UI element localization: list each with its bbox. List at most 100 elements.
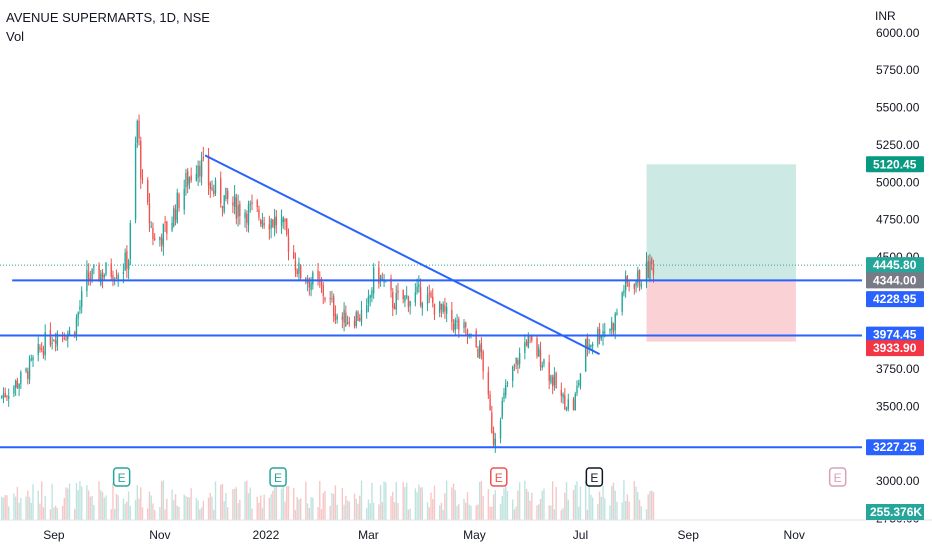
candle-body	[312, 272, 314, 285]
volume-bar	[100, 490, 102, 520]
volume-bar	[89, 496, 92, 520]
candle-body	[74, 332, 76, 336]
candle-body	[560, 390, 563, 396]
candle-body	[159, 236, 161, 241]
volume-bar	[477, 504, 479, 520]
candle-body	[77, 312, 79, 319]
candle-body	[357, 311, 359, 322]
volume-bar	[16, 486, 19, 520]
candle-body	[383, 281, 385, 283]
volume-bar	[392, 491, 394, 520]
volume-bar	[138, 498, 140, 520]
volume-bar	[371, 482, 373, 520]
candle-body	[404, 295, 406, 302]
candle-body	[249, 203, 251, 205]
candle-body	[263, 223, 265, 226]
volume-bar	[153, 509, 156, 520]
volume-bar	[478, 481, 481, 520]
volume-bar	[56, 508, 59, 520]
candle-body	[432, 296, 434, 304]
volume-bar	[550, 505, 552, 520]
volume-bar	[428, 507, 430, 520]
volume-bar	[124, 503, 126, 520]
candle-body	[237, 205, 239, 217]
volume-bar	[299, 498, 302, 520]
volume-bar	[438, 505, 441, 520]
y-tick-label: 5500.00	[876, 101, 920, 115]
volume-bar	[237, 503, 239, 520]
candle-body	[126, 251, 128, 269]
candle-body	[433, 303, 436, 315]
candle-body	[213, 190, 215, 195]
candle-body	[127, 260, 130, 270]
level_3227-badge	[866, 439, 924, 456]
volume-bar	[445, 480, 448, 520]
candle-body	[478, 344, 481, 358]
time-axis[interactable]: Sep Nov 2022 Mar May Jul Sep Nov	[0, 519, 932, 542]
volume-bar	[209, 492, 211, 520]
volume-bar	[320, 509, 323, 520]
volume-bar	[623, 480, 625, 520]
volume-bar	[494, 490, 496, 520]
candle-body	[517, 359, 519, 366]
candle-body	[518, 353, 521, 364]
earnings-marker-label: E	[495, 471, 503, 485]
candle-body	[465, 322, 467, 328]
volume-bar	[503, 488, 505, 520]
candle-body	[579, 373, 582, 386]
stop-zone	[646, 280, 796, 342]
volume-bar	[409, 508, 411, 520]
earnings-marker	[828, 467, 847, 487]
volume-bar	[652, 492, 655, 520]
volume-bar	[54, 505, 57, 520]
candle-body	[454, 319, 457, 330]
candle-body	[195, 173, 198, 181]
volume-bar	[298, 499, 300, 520]
candle-body	[492, 431, 495, 445]
candle-body	[122, 272, 125, 274]
volume-bar	[640, 506, 642, 520]
volume-bar	[286, 486, 288, 520]
candle-body	[171, 222, 173, 231]
candle-body	[20, 372, 22, 385]
candle-body	[367, 296, 370, 304]
candle-body	[176, 192, 178, 223]
candle-body	[360, 310, 363, 322]
volume-bar	[74, 509, 76, 520]
volume-bar	[475, 505, 477, 520]
y-tick-label: 3750.00	[876, 362, 920, 376]
candle-body	[232, 202, 234, 206]
volume-bar	[249, 487, 251, 520]
volume-bar	[525, 489, 528, 520]
volume-bar	[628, 501, 630, 520]
candle-body	[381, 278, 384, 280]
candle-body	[287, 237, 290, 253]
volume-bar	[183, 494, 185, 520]
volume-bar	[590, 494, 592, 520]
candle-body	[536, 338, 538, 357]
candle-body	[166, 221, 168, 234]
candle-body	[640, 284, 642, 288]
candle-body	[65, 339, 67, 341]
volume-bar	[487, 489, 490, 520]
candle-body	[489, 394, 491, 411]
volume-bar	[372, 502, 375, 520]
candle-body	[225, 187, 227, 199]
volume-bar	[199, 509, 201, 520]
candle-body	[7, 396, 10, 399]
volume-bar	[101, 492, 104, 520]
volume-bar	[343, 504, 345, 520]
candle-body	[623, 290, 625, 294]
candle-body	[244, 212, 246, 218]
earnings-marker	[490, 467, 508, 487]
volume-bar	[491, 506, 493, 520]
volume-bar	[91, 495, 93, 520]
chart-title: AVENUE SUPERMARTS, 1D, NSE	[6, 10, 210, 25]
volume-bar	[294, 509, 297, 520]
earnings-marker-label: E	[274, 471, 282, 485]
volume-bar	[555, 486, 557, 520]
volume-bar	[67, 488, 69, 520]
volume-bar	[651, 490, 653, 520]
volume-bar	[383, 481, 385, 520]
